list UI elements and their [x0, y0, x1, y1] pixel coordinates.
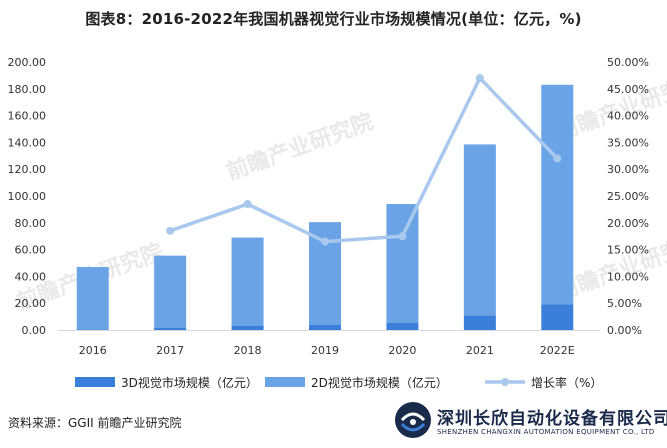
y-right-tick-label: 50.00%: [607, 56, 649, 69]
y-left-tick-label: 40.00: [15, 270, 47, 283]
y-right-tick-label: 45.00%: [607, 83, 649, 96]
bar-2d-2018: [231, 237, 264, 326]
y-right-tick-label: 5.00%: [607, 297, 642, 310]
y-left-tick-label: 60.00: [15, 244, 47, 257]
bar-3d-2016: [76, 329, 109, 330]
legend-label-3d: 3D视觉市场规模（亿元）: [121, 375, 258, 390]
y-right-tick-label: 10.00%: [607, 270, 649, 283]
legend-label-2d: 2D视觉市场规模（亿元）: [311, 375, 448, 390]
x-tick-label: 2018: [234, 344, 262, 357]
x-tick-label: 2020: [388, 344, 416, 357]
bar-3d-2022E: [541, 304, 574, 330]
company-logo-icon: [395, 402, 431, 438]
y-left-tick-label: 160.00: [8, 110, 47, 123]
watermark-1: 前瞻产业研究院: [223, 109, 377, 186]
bar-3d-2019: [309, 324, 341, 330]
x-tick-label: 2022E: [540, 344, 575, 357]
y-left-tick-label: 100.00: [8, 190, 47, 203]
x-tick-label: 2017: [156, 344, 184, 357]
legend-swatch-3d: [75, 377, 115, 387]
bar-3d-2018: [231, 325, 264, 330]
growth-point-2017: [166, 226, 175, 235]
growth-point-2019: [321, 237, 329, 246]
bar-2d-2017: [154, 255, 187, 328]
y-left-tick-label: 180.00: [8, 83, 47, 96]
y-right-tick-label: 0.00%: [607, 324, 642, 337]
company-brand: 深圳长欣自动化设备有限公司 SHENZHEN CHANGXIN AUTOMATI…: [393, 398, 667, 444]
company-name-english: SHENZHEN CHANGXIN AUTOMATION EQUIPMENT C…: [437, 428, 655, 436]
growth-point-2021: [475, 74, 484, 83]
y-left-tick-label: 140.00: [8, 136, 47, 149]
y-right-tick-label: 15.00%: [607, 244, 649, 257]
y-left-tick-label: 20.00: [15, 297, 47, 310]
y-right-tick-label: 20.00%: [607, 217, 649, 230]
x-tick-label: 2016: [79, 344, 107, 357]
legend-label-growth: 增长率（%）: [531, 375, 602, 390]
y-right-tick-label: 35.00%: [607, 136, 649, 149]
legend-swatch-2d: [265, 377, 305, 387]
legend-marker-growth: [501, 378, 509, 386]
y-left-tick-label: 0.00: [22, 324, 47, 337]
x-tick-label: 2019: [311, 344, 339, 357]
x-tick-label: 2021: [466, 344, 494, 357]
y-right-tick-label: 25.00%: [607, 190, 649, 203]
bar-2d-2016: [76, 267, 109, 330]
y-left-tick-label: 120.00: [8, 163, 47, 176]
y-left-tick-label: 80.00: [15, 217, 47, 230]
y-right-tick-label: 40.00%: [607, 110, 649, 123]
bar-3d-2017: [154, 327, 187, 330]
source-note: 资料来源：GGII 前瞻产业研究院: [8, 416, 182, 430]
bar-2d-2021: [463, 144, 496, 316]
growth-line: [169, 76, 559, 244]
growth-point-2022E: [553, 154, 562, 163]
growth-point-2018: [243, 200, 252, 209]
bar-3d-2020: [386, 322, 419, 330]
y-left-tick-label: 200.00: [8, 56, 47, 69]
growth-point-2020: [398, 232, 407, 241]
chart-title: 图表8：2016-2022年我国机器视觉行业市场规模情况(单位：亿元，%): [85, 10, 582, 28]
bar-3d-2021: [463, 315, 496, 330]
company-name: 深圳长欣自动化设备有限公司: [437, 409, 667, 429]
bar-2d-2022E: [541, 84, 574, 305]
y-right-tick-label: 30.00%: [607, 163, 649, 176]
bar-2d-2020: [386, 204, 419, 323]
